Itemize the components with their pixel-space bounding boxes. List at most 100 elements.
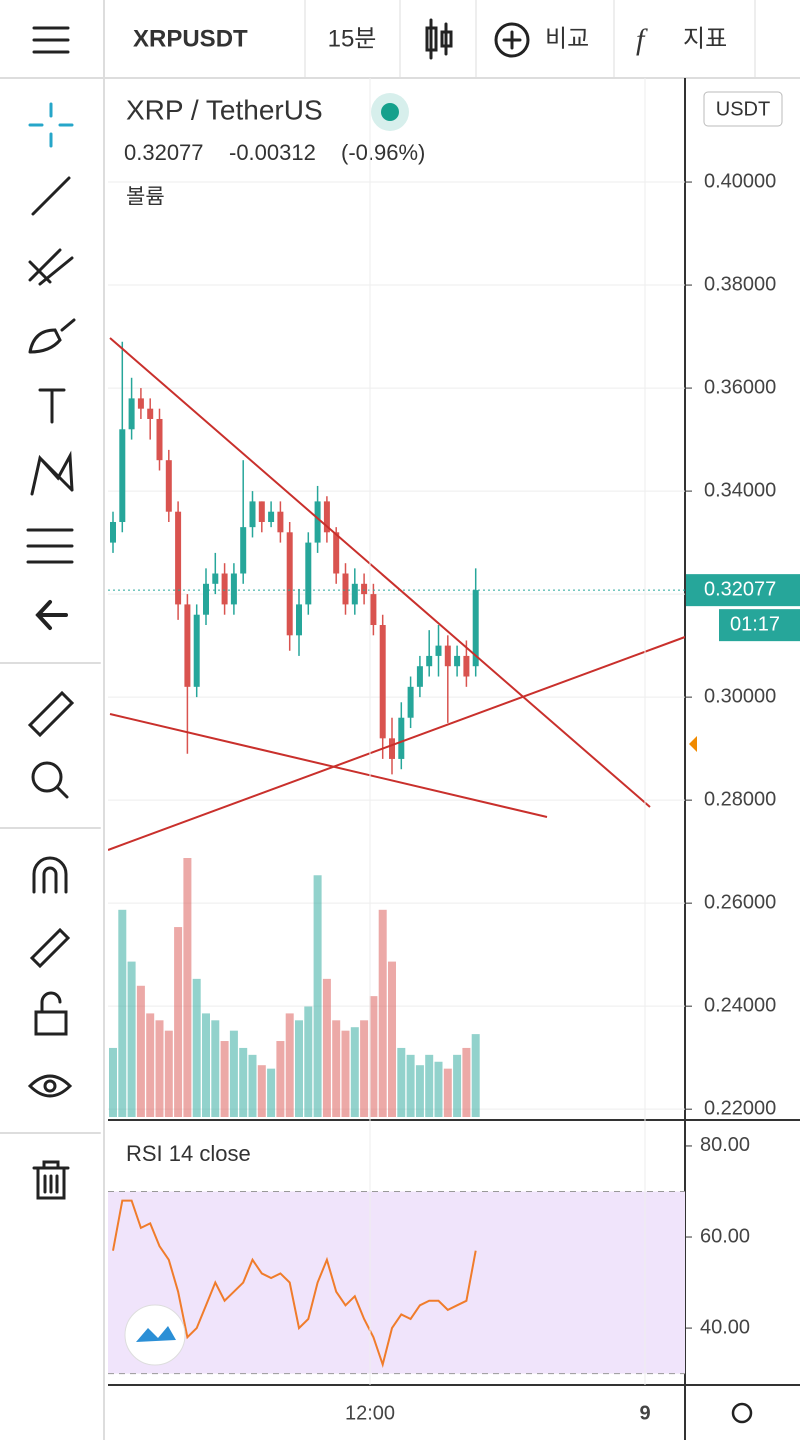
volume-bar <box>304 1006 313 1117</box>
candle-body <box>277 511 284 533</box>
candle-body <box>240 527 247 574</box>
candle-body <box>212 573 219 584</box>
candle-body <box>286 532 293 636</box>
volume-bar <box>388 961 396 1117</box>
candle-body <box>165 460 172 512</box>
volume-label: 볼륨 <box>126 186 165 209</box>
volume-bar <box>415 1065 424 1117</box>
y-tick-label: 40.00 <box>700 1316 750 1338</box>
y-tick-label: 0.28000 <box>704 788 776 810</box>
volume-bar <box>378 909 387 1117</box>
y-tick-label: 0.22000 <box>704 1097 776 1119</box>
volume-bar <box>341 1030 350 1117</box>
volume-bar <box>164 1030 173 1117</box>
y-tick-label: 0.34000 <box>704 479 776 501</box>
volume-bar <box>211 1020 220 1117</box>
legend-title: XRP / TetherUS <box>126 94 323 125</box>
volume-bar <box>360 1020 369 1117</box>
y-tick-label: 0.38000 <box>704 273 776 295</box>
volume-bar <box>155 1020 164 1117</box>
drawing-tools[interactable] <box>0 102 101 1200</box>
volume-bar <box>174 927 183 1117</box>
candle-body <box>128 398 135 430</box>
candle-body <box>268 511 275 522</box>
candle-body <box>147 408 154 419</box>
legend-change: -0.00312 <box>229 140 316 165</box>
volume-bar <box>118 909 127 1117</box>
volume-bar <box>276 1041 285 1117</box>
volume-bar <box>350 1027 359 1117</box>
candle-body <box>156 418 163 461</box>
candle-body <box>137 398 144 409</box>
volume-bar <box>146 1013 155 1117</box>
candle-body <box>258 501 265 522</box>
interval[interactable]: 15분 <box>328 25 377 52</box>
chart-type-icon[interactable] <box>425 18 453 60</box>
y-tick-label: 0.26000 <box>704 891 776 913</box>
candle-body <box>370 594 377 626</box>
volume-bar <box>471 1034 480 1117</box>
volume-bar <box>229 1030 238 1117</box>
trend-lines <box>108 337 685 851</box>
y-tick-label: 0.36000 <box>704 376 776 398</box>
last-price-label: 0.32077 <box>704 578 776 600</box>
candle-body <box>398 717 405 759</box>
menu-icon[interactable] <box>32 26 70 54</box>
currency[interactable]: USDT <box>716 98 770 120</box>
candle-body <box>221 573 228 605</box>
candle-body <box>203 583 209 615</box>
volume-bar <box>313 875 322 1117</box>
rsi-band <box>108 1191 685 1374</box>
alert-marker <box>689 736 697 752</box>
volume-bar <box>369 996 378 1117</box>
candle-body <box>175 511 182 605</box>
legend-price: 0.32077 <box>124 140 204 165</box>
compare[interactable]: 비교 <box>545 25 589 52</box>
y-tick-label: 0.30000 <box>704 685 776 707</box>
candle-body <box>323 501 330 533</box>
candle-body <box>435 645 442 656</box>
candle-body <box>407 686 414 718</box>
candle-body <box>305 542 312 605</box>
y-tick-label: 80.00 <box>700 1134 750 1156</box>
candle-body <box>389 738 395 759</box>
settings-icon[interactable] <box>731 1402 753 1424</box>
candle-body <box>379 625 386 739</box>
volume-bar <box>322 978 331 1117</box>
indicators[interactable]: 지표 <box>683 25 727 52</box>
volume-bar <box>202 1013 210 1117</box>
volume-bar <box>397 1047 406 1117</box>
candle-body <box>351 583 358 605</box>
candle-body <box>230 573 237 605</box>
last-price-box <box>686 574 800 607</box>
volume-bar <box>406 1054 415 1117</box>
candle-body <box>361 583 368 595</box>
symbol[interactable]: XRPUSDT <box>133 25 248 52</box>
volume-bar <box>220 1041 229 1117</box>
volume-bar <box>332 1020 341 1117</box>
volume-bar <box>192 978 201 1117</box>
candle-body <box>184 604 191 687</box>
volume-bar <box>248 1054 257 1117</box>
fx-icon[interactable]: f <box>636 23 648 56</box>
y-tick-label: 0.40000 <box>704 170 776 192</box>
candle-body <box>333 532 340 574</box>
volume-bar <box>425 1054 434 1117</box>
volume-bar <box>183 858 192 1117</box>
logo-icon <box>136 1326 176 1342</box>
currency-box[interactable] <box>703 91 783 127</box>
volume-bar <box>453 1054 462 1117</box>
x-tick-label: 9 <box>639 1402 650 1424</box>
volume-bar <box>267 1068 276 1117</box>
legend-change-pct: (-0.96%) <box>341 140 425 165</box>
volume-bar <box>443 1068 452 1117</box>
y-tick-label: 60.00 <box>700 1225 750 1247</box>
rsi-title: RSI 14 close <box>126 1141 251 1166</box>
x-tick-label: 12:00 <box>345 1402 395 1424</box>
y-tick-label: 0.24000 <box>704 994 776 1016</box>
countdown: 01:17 <box>730 613 780 635</box>
compare-icon[interactable] <box>494 22 530 58</box>
candle-body <box>416 666 423 687</box>
